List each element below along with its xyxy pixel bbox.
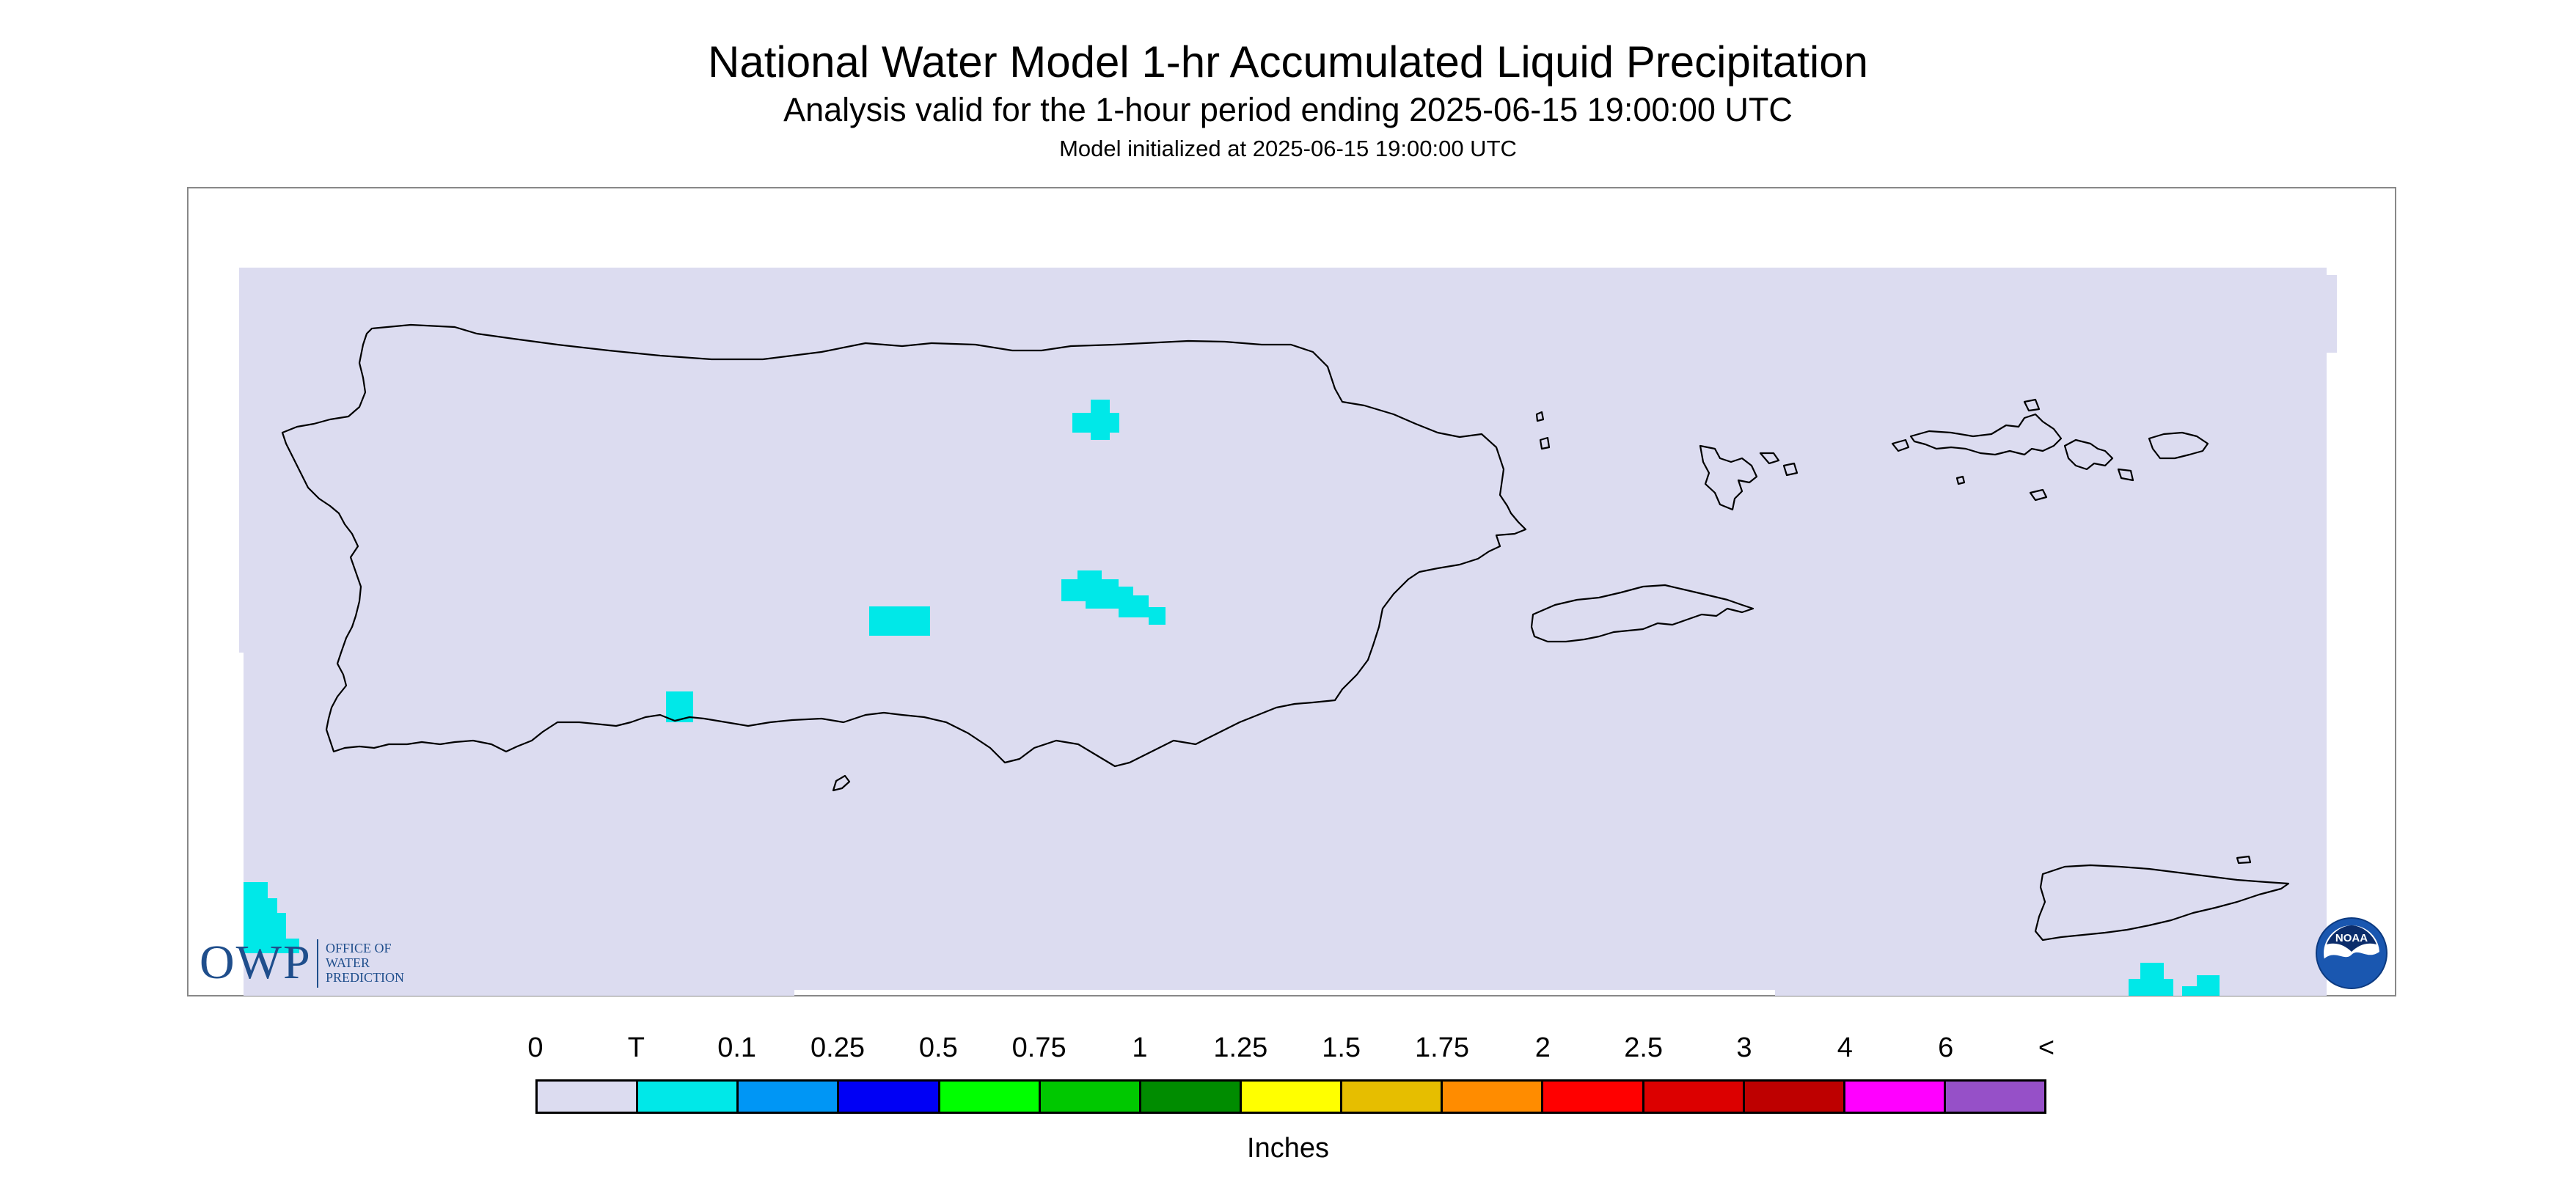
- legend-tick-label: 0: [527, 1032, 544, 1063]
- precip-cells: [244, 400, 2220, 996]
- legend-tick-label: 1.25: [1213, 1032, 1268, 1063]
- precip-cell: [1061, 570, 1166, 625]
- legend-swatch: [1241, 1082, 1343, 1112]
- legend-tick-label: 3: [1736, 1032, 1752, 1063]
- coastline-islet: [1535, 411, 1545, 422]
- legend-tick-label: 4: [1837, 1032, 1853, 1063]
- coastline-vieques: [1530, 584, 1754, 643]
- coastline-islet: [1539, 436, 1551, 450]
- legend-tick-label: 0.1: [717, 1032, 757, 1063]
- legend-swatch: [638, 1082, 739, 1112]
- legend-swatch: [1543, 1082, 1644, 1112]
- coastline-culebra: [1699, 444, 1758, 511]
- precip-cell: [869, 606, 930, 636]
- coastline-islet: [1891, 438, 1910, 452]
- owp-logo-divider: [317, 939, 318, 988]
- map-subtitle: Analysis valid for the 1-hour period end…: [783, 91, 1793, 128]
- legend-swatch: [1443, 1082, 1544, 1112]
- coastline-st-john: [2063, 438, 2114, 471]
- owp-logo-line: OFFICE OF: [326, 941, 392, 955]
- legend-units-label: Inches: [1247, 1133, 1329, 1164]
- owp-logo-text: OFFICE OF WATER PREDICTION: [326, 941, 404, 985]
- coastline-islet: [2236, 855, 2252, 865]
- legend-swatch: [1744, 1082, 1845, 1112]
- legend-tick-label: 0.75: [1011, 1032, 1066, 1063]
- noaa-logo-icon: NOAA: [2316, 917, 2387, 989]
- legend-swatch: [538, 1082, 639, 1112]
- legend-tick-label: 1: [1132, 1032, 1148, 1063]
- owp-logo-line: PREDICTION: [326, 970, 404, 985]
- legend-tick-labels: 0 T 0.1 0.25 0.5 0.75 1 1.25 1.5 1.75 2 2.5 3 4 6 <: [527, 1032, 2054, 1065]
- coastline-tortola: [2148, 431, 2209, 460]
- coastline-islet: [2029, 488, 2048, 502]
- legend-swatch: [1845, 1082, 1946, 1112]
- legend-swatch: [1644, 1082, 1745, 1112]
- legend-swatch: [1040, 1082, 1141, 1112]
- precip-cell: [1072, 400, 1119, 440]
- legend-tick-label: 6: [1938, 1032, 1954, 1063]
- legend-tick-label: <: [2038, 1032, 2055, 1063]
- coastline-st-croix: [2034, 864, 2290, 941]
- legend-tick-label: 0.25: [811, 1032, 865, 1063]
- coastline-puerto-rico: [281, 323, 1527, 768]
- precip-cell: [2182, 975, 2220, 996]
- model-domain: [239, 268, 2337, 996]
- precip-cell: [244, 882, 299, 953]
- coastlines: [281, 323, 2290, 941]
- legend-tick-label: 1.75: [1415, 1032, 1469, 1063]
- coastline-st-thomas: [1909, 413, 2063, 456]
- precip-cell: [2129, 963, 2173, 996]
- legend-tick-label: 1.5: [1322, 1032, 1361, 1063]
- owp-logo-letters: OWP: [200, 936, 312, 989]
- map-title: National Water Model 1-hr Accumulated Li…: [708, 37, 1868, 87]
- coastline-islet: [1782, 462, 1799, 477]
- legend-swatch: [1342, 1082, 1443, 1112]
- legend-swatch: [839, 1082, 940, 1112]
- legend-tick-label: T: [627, 1032, 645, 1063]
- coastline-islet: [2023, 398, 2041, 412]
- noaa-logo-text: NOAA: [2335, 932, 2368, 944]
- legend-tick-label: 2: [1534, 1032, 1551, 1063]
- legend-tick-label: 0.5: [918, 1032, 958, 1063]
- legend-tick-label: 2.5: [1624, 1032, 1664, 1063]
- coastline-islet: [2117, 468, 2134, 482]
- legend-swatch: [1141, 1082, 1242, 1112]
- coastline-islet: [1955, 475, 1966, 485]
- coastline-caja-de-muertos: [832, 774, 851, 792]
- coastline-culebrita: [1759, 452, 1780, 465]
- legend-swatch: [739, 1082, 840, 1112]
- owp-logo-line: WATER: [326, 955, 370, 970]
- model-init-time: Model initialized at 2025-06-15 19:00:00…: [1059, 136, 1517, 161]
- legend-swatch: [1945, 1082, 2045, 1112]
- legend-swatch: [940, 1082, 1041, 1112]
- legend-color-bar: [535, 1079, 2046, 1114]
